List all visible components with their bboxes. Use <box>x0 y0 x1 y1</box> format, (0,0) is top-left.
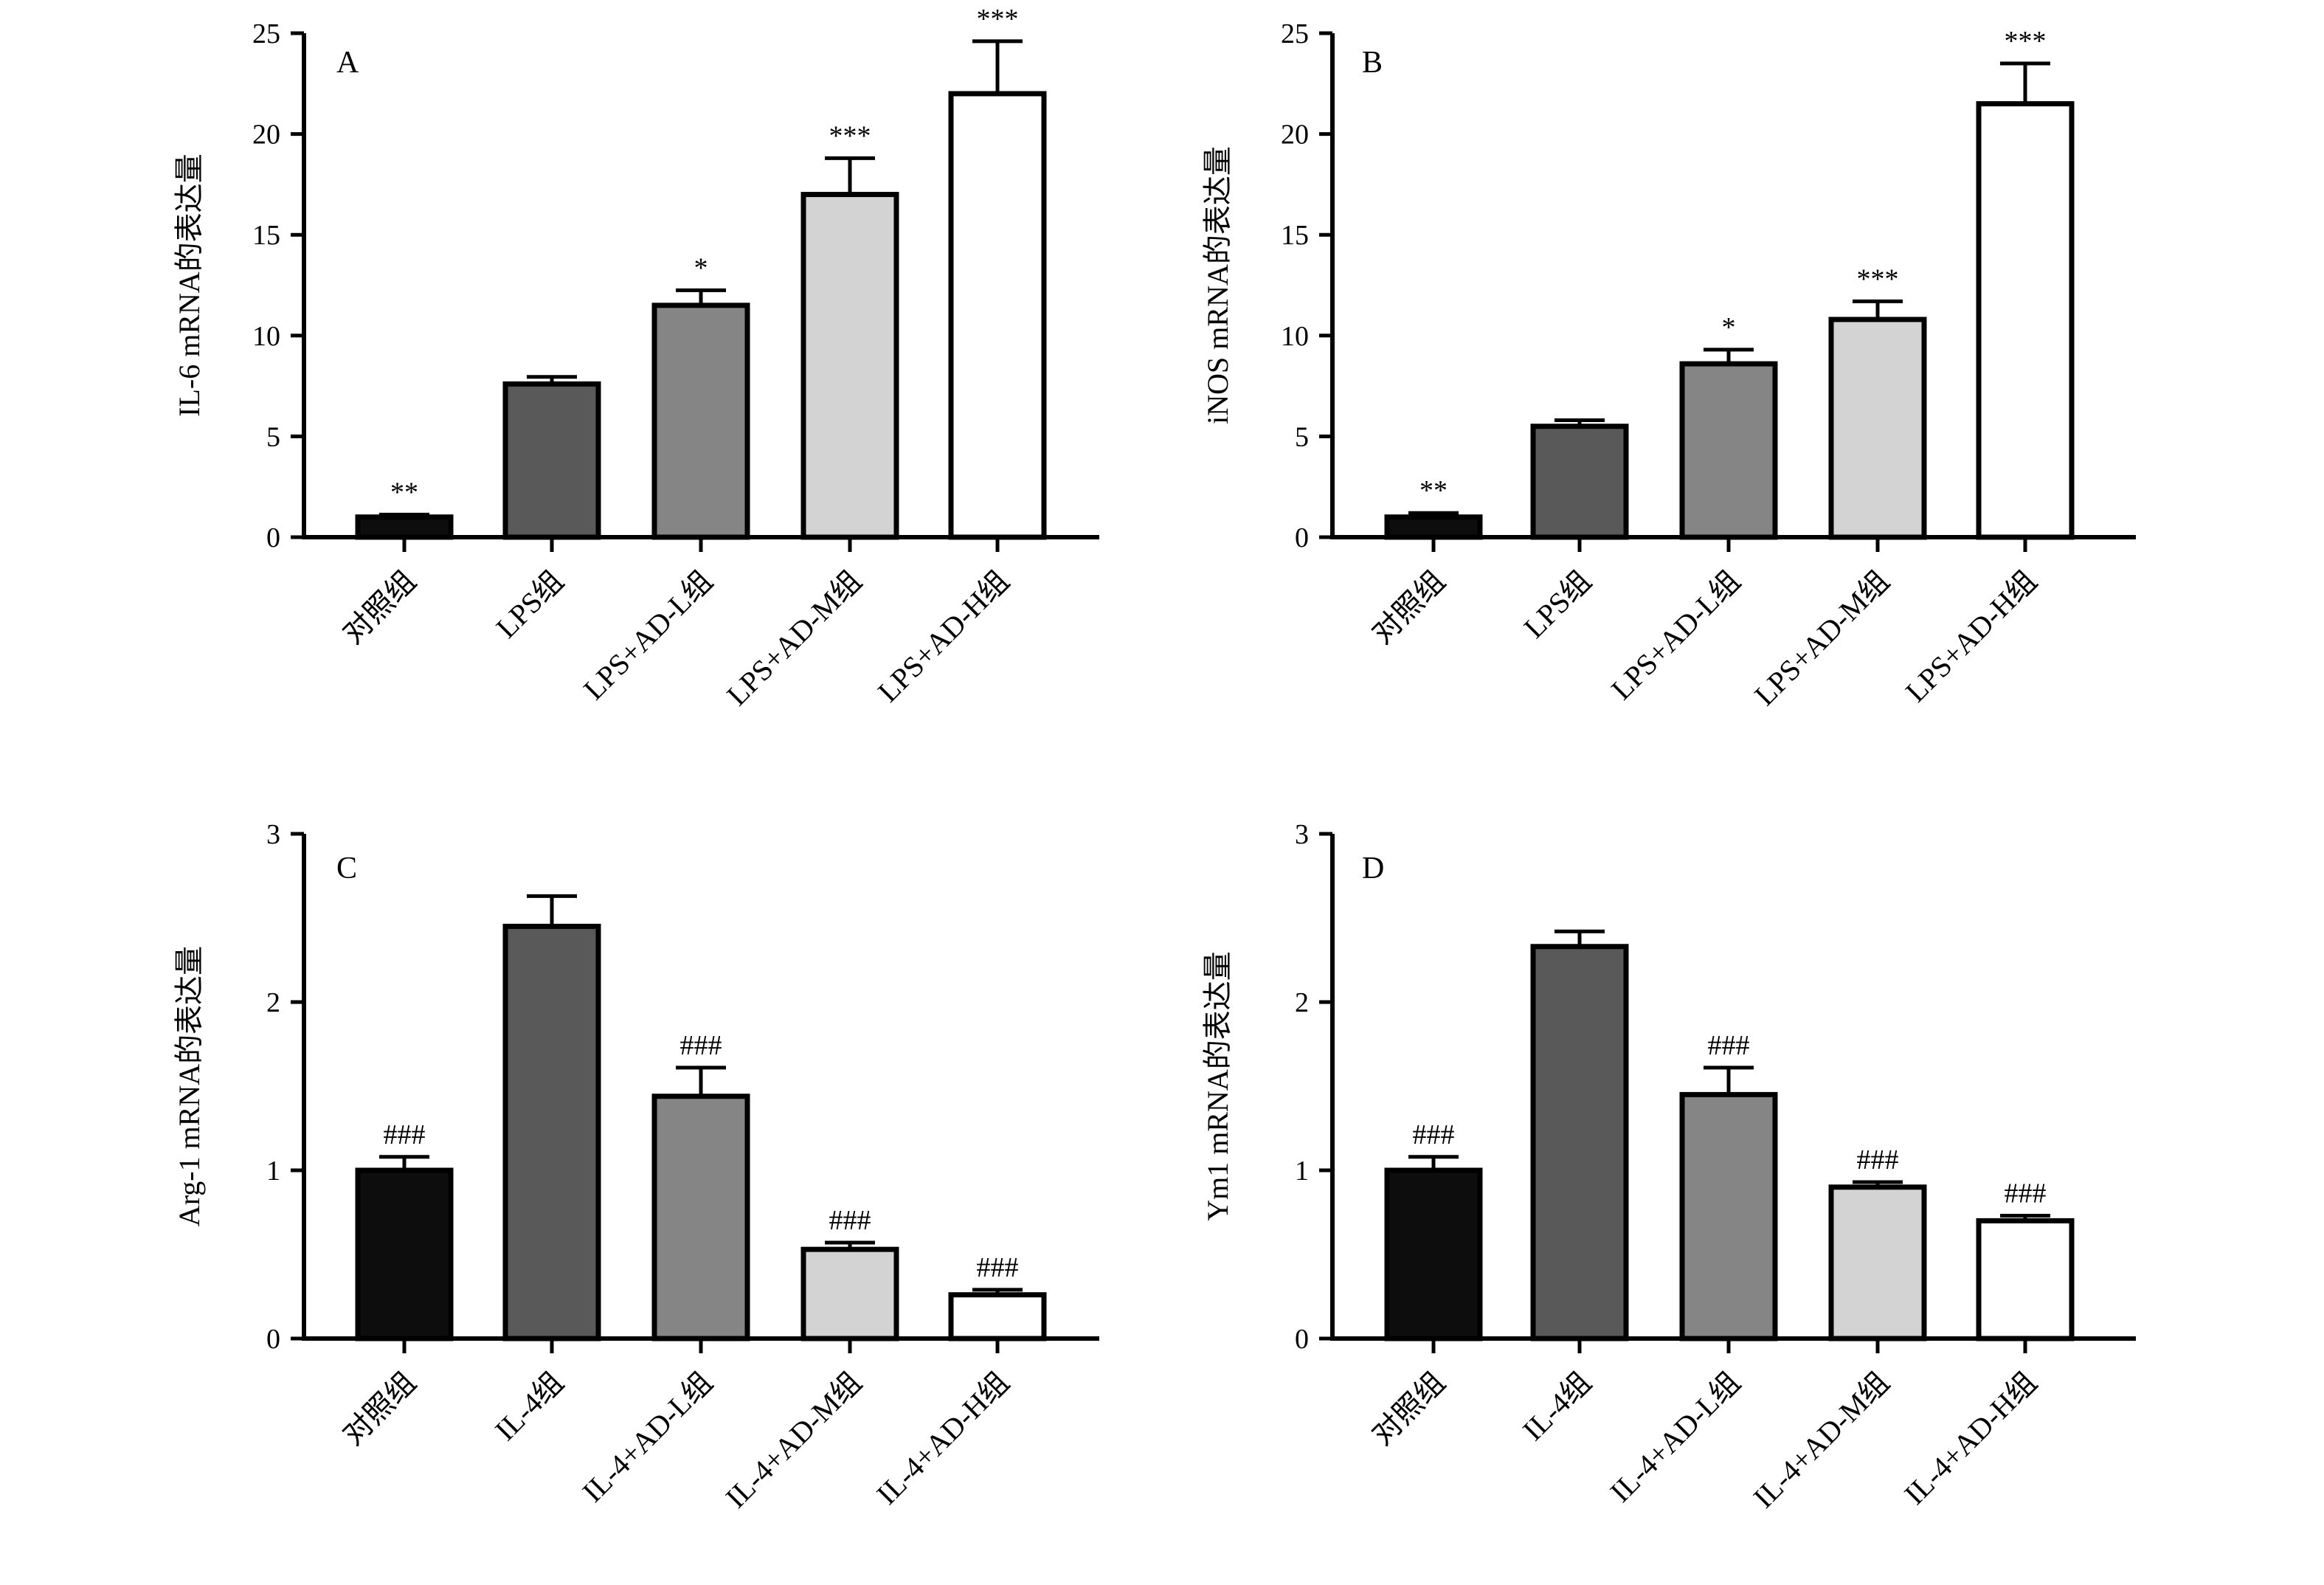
y-axis-label: iNOS mRNA的表达量 <box>1201 146 1234 424</box>
significance-label: ### <box>384 1119 426 1150</box>
y-tick-label: 10 <box>252 321 280 352</box>
bar <box>1530 944 1629 1341</box>
significance-label: ### <box>1857 1144 1899 1175</box>
significance-label: ** <box>1419 475 1448 506</box>
y-tick-label: 15 <box>1281 220 1309 251</box>
y-tick-label: 0 <box>266 1324 280 1355</box>
y-tick-label: 0 <box>266 522 280 553</box>
significance-label: ### <box>1708 1030 1750 1061</box>
y-tick-label: 5 <box>1295 421 1309 452</box>
bar <box>1384 1167 1483 1341</box>
significance-label: * <box>694 252 708 283</box>
bar <box>355 1167 454 1341</box>
y-tick-label: 15 <box>252 220 280 251</box>
bar <box>1828 317 1927 540</box>
significance-label: ### <box>1413 1119 1455 1150</box>
bar <box>355 514 454 540</box>
significance-label: ### <box>2005 1178 2047 1209</box>
bar <box>1976 1218 2075 1341</box>
bar <box>1679 361 1778 540</box>
significance-label: *** <box>977 4 1019 35</box>
y-tick-label: 1 <box>266 1156 280 1187</box>
y-tick-label: 20 <box>252 120 280 151</box>
y-axis-label: Arg-1 mRNA的表达量 <box>173 946 206 1226</box>
y-tick-label: 1 <box>1295 1156 1309 1187</box>
bar <box>800 192 899 540</box>
significance-label: ### <box>680 1030 722 1061</box>
y-tick-label: 3 <box>266 819 280 850</box>
significance-label: *** <box>829 120 871 151</box>
significance-label: *** <box>2005 26 2047 57</box>
bar <box>1384 514 1483 540</box>
significance-label: ### <box>977 1252 1019 1283</box>
y-tick-label: 0 <box>1295 1324 1309 1355</box>
y-tick-label: 2 <box>1295 987 1309 1018</box>
y-tick-label: 0 <box>1295 522 1309 553</box>
bar <box>1976 101 2075 540</box>
y-axis-label: Ym1 mRNA的表达量 <box>1201 951 1234 1221</box>
bar <box>651 303 750 540</box>
panel-letter: D <box>1362 852 1384 885</box>
bar <box>948 91 1047 540</box>
y-tick-label: 10 <box>1281 321 1309 352</box>
bar <box>502 381 601 540</box>
significance-label: *** <box>1857 263 1899 294</box>
y-tick-label: 2 <box>266 987 280 1018</box>
panel-letter: C <box>336 852 357 885</box>
bar <box>1679 1091 1778 1341</box>
significance-label: ** <box>390 477 418 508</box>
panel-letter: A <box>336 46 359 80</box>
bar <box>651 1094 750 1341</box>
significance-label: * <box>1722 312 1736 343</box>
bar <box>800 1246 899 1341</box>
y-tick-label: 20 <box>1281 120 1309 151</box>
bar <box>1530 424 1629 540</box>
y-tick-label: 25 <box>1281 18 1309 49</box>
bar <box>1828 1184 1927 1341</box>
y-axis-label: IL-6 mRNA的表达量 <box>173 153 206 417</box>
y-tick-label: 25 <box>252 18 280 49</box>
y-tick-label: 3 <box>1295 819 1309 850</box>
bar <box>948 1292 1047 1341</box>
significance-label: ### <box>829 1205 871 1236</box>
panel-letter: B <box>1362 46 1383 80</box>
y-tick-label: 5 <box>266 421 280 452</box>
bar <box>502 923 601 1341</box>
